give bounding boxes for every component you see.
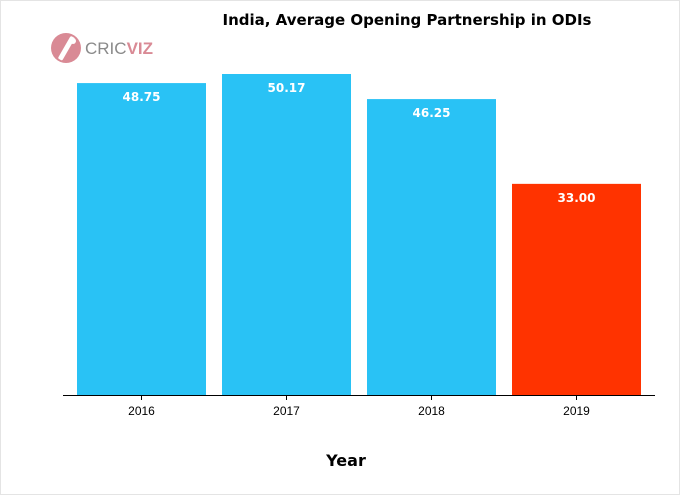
data-label-2018: 46.25 (413, 106, 451, 120)
data-label-2019: 33.00 (558, 191, 596, 205)
x-axis-label: Year (325, 451, 366, 470)
tick-label-2018: 2018 (418, 404, 445, 418)
bar-2017 (222, 74, 351, 395)
data-label-2017: 50.17 (268, 81, 306, 95)
tick-label-2016: 2016 (128, 404, 155, 418)
x-axis-ticks: 2016 2017 2018 2019 (128, 395, 590, 418)
logo-text-cric: CRIC (85, 39, 127, 58)
cricviz-logo: CRICVIZ (51, 33, 153, 63)
tick-label-2019: 2019 (563, 404, 590, 418)
bar-2016 (77, 83, 206, 395)
chart-title: India, Average Opening Partnership in OD… (223, 11, 592, 29)
cricket-bat-ball-icon (51, 33, 81, 63)
bar-2018 (367, 99, 496, 396)
tick-label-2017: 2017 (273, 404, 300, 418)
data-label-2016: 48.75 (123, 90, 161, 104)
bars-group (77, 74, 641, 396)
bar-2019 (512, 183, 641, 395)
logo-text-viz: VIZ (127, 39, 153, 58)
data-labels-group: 48.75 50.17 46.25 33.00 (123, 81, 596, 205)
svg-text:CRICVIZ: CRICVIZ (85, 39, 153, 58)
